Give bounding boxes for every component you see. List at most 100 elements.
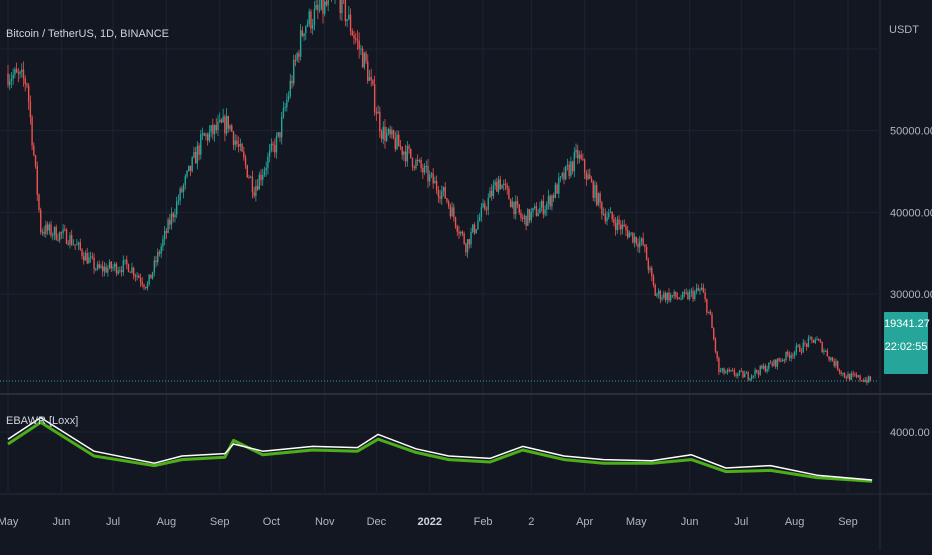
- candle-body: [403, 151, 405, 155]
- candle-body: [222, 116, 224, 123]
- candle-body: [695, 288, 698, 292]
- candle-body: [96, 264, 99, 269]
- candle-body: [563, 172, 565, 180]
- candle-body: [654, 284, 656, 296]
- candle-body: [700, 287, 703, 290]
- candle-body: [315, 4, 317, 10]
- indicator-title: EBAWR [Loxx]: [6, 415, 79, 427]
- candle-body: [847, 373, 849, 379]
- x-tick-label: May: [626, 516, 647, 528]
- candle-body: [639, 241, 641, 248]
- candle-body: [243, 151, 245, 158]
- candle-body: [439, 196, 441, 199]
- last-price: 19341.27: [884, 318, 930, 330]
- candle-body: [869, 376, 872, 381]
- candle-body: [626, 230, 629, 238]
- candle-body: [198, 145, 200, 155]
- candle-body: [60, 232, 63, 234]
- candle-body: [520, 212, 522, 219]
- candle-body: [112, 267, 114, 269]
- candle-body: [473, 224, 476, 234]
- candle-body: [501, 184, 503, 189]
- candle-body: [435, 180, 438, 190]
- candle-body: [24, 78, 26, 84]
- candle-body: [781, 359, 784, 362]
- candle-body: [444, 186, 446, 199]
- candle-body: [163, 231, 166, 240]
- candle-body: [630, 232, 632, 234]
- candle-body: [367, 61, 369, 81]
- candle-body: [731, 370, 734, 372]
- candle-body: [291, 80, 293, 84]
- candle-body: [711, 314, 713, 329]
- candle-body: [670, 295, 672, 301]
- candle-body: [675, 291, 677, 298]
- candle-body: [802, 342, 804, 352]
- candle-body: [570, 161, 572, 176]
- candle-body: [120, 270, 123, 273]
- candle-body: [458, 231, 460, 234]
- candle-body: [210, 125, 212, 132]
- candle-body: [153, 260, 156, 273]
- candle-body: [170, 213, 173, 225]
- candle-body: [215, 124, 217, 131]
- candle-body: [150, 274, 152, 279]
- candle-body: [697, 288, 699, 291]
- candle-body: [761, 365, 763, 369]
- candle-body: [582, 158, 584, 160]
- x-tick-label: Jul: [106, 516, 120, 528]
- candle-body: [831, 357, 834, 362]
- candle-body: [227, 115, 230, 129]
- candle-body: [413, 166, 415, 169]
- candle-body: [98, 264, 100, 268]
- candle-body: [718, 358, 720, 372]
- candle-body: [127, 264, 130, 272]
- candle-body: [437, 189, 440, 197]
- candle-body: [836, 361, 839, 370]
- candle-body: [277, 132, 279, 137]
- candle-body: [399, 146, 402, 148]
- candle-body: [219, 119, 221, 122]
- candle-body: [652, 276, 655, 285]
- candle-body: [477, 220, 479, 230]
- candle-body: [33, 145, 35, 155]
- candle-body: [268, 150, 271, 157]
- candle-body: [317, 4, 319, 10]
- candle-body: [420, 160, 422, 168]
- candle-body: [539, 207, 541, 214]
- candle-body: [175, 201, 178, 215]
- candle-body: [434, 180, 436, 184]
- candle-body: [740, 370, 742, 372]
- candle-body: [490, 190, 493, 197]
- candle-body: [540, 200, 543, 208]
- candle-body: [580, 154, 582, 159]
- candle-body: [485, 209, 488, 211]
- candle-body: [322, 0, 324, 14]
- candle-body: [859, 375, 861, 381]
- candle-body: [115, 263, 118, 274]
- candle-body: [246, 165, 248, 178]
- candle-body: [716, 351, 718, 359]
- candle-body: [726, 369, 729, 373]
- candle-body: [181, 188, 183, 192]
- candle-body: [678, 297, 681, 299]
- candle-body: [83, 256, 85, 261]
- candle-body: [812, 339, 815, 343]
- candle-body: [824, 350, 827, 352]
- candle-body: [368, 76, 371, 81]
- candle-body: [647, 260, 650, 270]
- candle-body: [509, 199, 512, 208]
- candle-body: [422, 167, 424, 173]
- candle-body: [220, 119, 223, 123]
- x-tick-label: Jul: [734, 516, 748, 528]
- candle-body: [57, 239, 59, 241]
- candle-body: [635, 236, 637, 244]
- candle-body: [225, 115, 228, 134]
- candle-body: [385, 132, 388, 141]
- candle-body: [117, 270, 119, 274]
- candle-body: [480, 207, 483, 218]
- candle-body: [396, 134, 398, 150]
- candle-body: [713, 328, 715, 340]
